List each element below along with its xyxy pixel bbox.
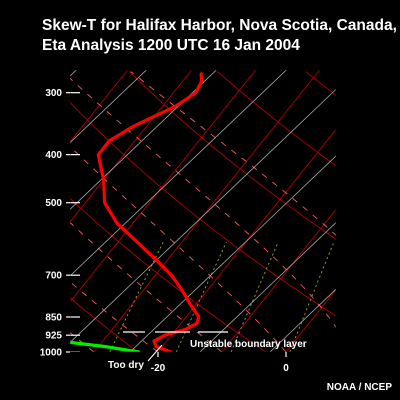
mixing-ratio-line [109, 241, 164, 352]
annotations: Unstable boundary layer Too dry [108, 331, 307, 371]
reference-line [70, 88, 336, 344]
temperature-axis: -20 0 [151, 352, 289, 374]
mixing-ratio-line [230, 241, 279, 352]
isotherm-line [285, 288, 336, 352]
pressure-tick-label: 850 [45, 312, 62, 323]
annotation-unstable-boundary-layer: Unstable boundary layer [190, 339, 307, 350]
dry-adiabat-line [70, 101, 336, 317]
too-dry-pointer [147, 344, 163, 362]
reference-line [269, 288, 336, 352]
temperature-tick-label: -20 [151, 363, 166, 374]
reference-line [70, 70, 287, 277]
reference-line [199, 222, 336, 352]
pressure-axis: 1000 925 850 700 500 400 300 [40, 88, 70, 359]
isotherm-line [70, 70, 128, 143]
isotherm-line [70, 70, 256, 303]
isotherm-line [157, 128, 336, 352]
pressure-tick-label: 1000 [40, 348, 63, 359]
pressure-tick-label: 500 [45, 198, 62, 209]
mixing-ratio-line [175, 241, 227, 352]
pressure-tick-label: 700 [45, 271, 62, 282]
pressure-tick-label: 400 [45, 150, 62, 161]
dry-adiabat-line [70, 297, 139, 352]
annotation-too-dry: Too dry [108, 360, 144, 371]
isotherm-line [221, 208, 336, 352]
temperature-tick-label: 0 [283, 363, 289, 374]
chart-title-line-2: Eta Analysis 1200 UTC 16 Jan 2004 [42, 37, 300, 54]
chart-title-line-1: Skew-T for Halifax Harbor, Nova Scotia, … [42, 17, 397, 34]
isotherm-line [93, 70, 320, 352]
dry-adiabat-line [129, 71, 336, 240]
credit-label: NOAA / NCEP [327, 382, 393, 393]
mixing-ratio-line [289, 241, 335, 352]
dry-adiabat-line [217, 71, 336, 167]
dry-adiabat-line [70, 197, 267, 352]
pressure-tick-label: 300 [45, 88, 62, 99]
plot-area [69, 69, 337, 353]
plot-frame [69, 69, 337, 353]
moist-adiabat-line [70, 145, 287, 352]
moist-adiabat-line [70, 221, 223, 352]
pressure-tick-label: 925 [45, 331, 62, 342]
reference-line [70, 70, 147, 144]
moist-adiabat-line [130, 71, 336, 236]
